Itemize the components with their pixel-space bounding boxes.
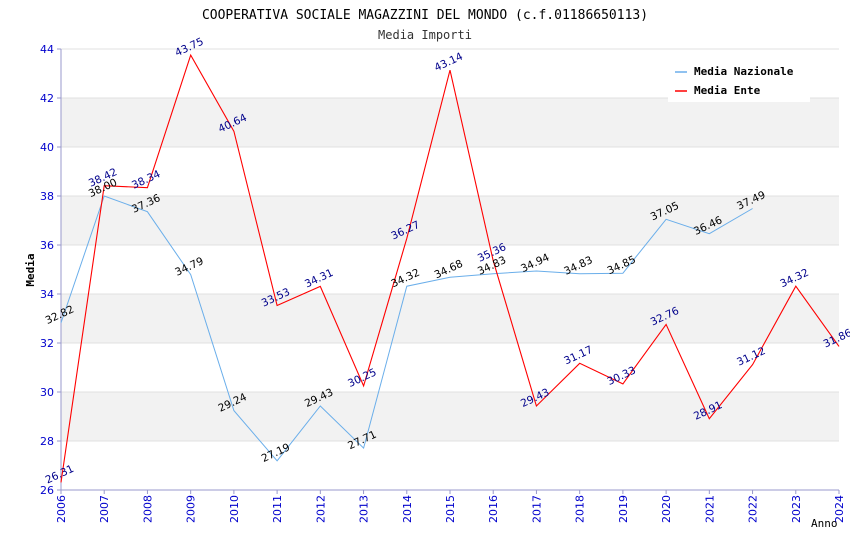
y-tick-label: 34: [40, 288, 54, 301]
tick-labels: 26 28 30 32 34 36 38 40 42 44 2006 2007 2008 2009 2010…: [40, 43, 846, 523]
data-label-media-nazionale: 34.32: [389, 267, 421, 291]
legend-label-media-ente: Media Ente: [694, 84, 761, 97]
data-label-media-ente: 30.25: [346, 366, 378, 390]
data-label-media-nazionale: 27.19: [260, 441, 292, 465]
y-tick-label: 30: [40, 386, 54, 399]
data-label-media-ente: 43.75: [173, 36, 205, 60]
data-label-media-ente: 34.32: [778, 267, 810, 291]
y-tick-label: 26: [40, 484, 54, 497]
x-tick-label: 2021: [703, 495, 716, 523]
x-tick-label: 2006: [55, 495, 68, 523]
y-tick-label: 32: [40, 337, 54, 350]
data-label-media-nazionale: 34.79: [173, 255, 205, 279]
x-tick-label: 2024: [833, 495, 846, 523]
data-label-media-ente: 30.33: [605, 364, 637, 388]
x-tick-label: 2011: [271, 495, 284, 523]
data-label-media-ente: 26.31: [44, 463, 76, 487]
x-tick-label: 2014: [401, 495, 414, 523]
series-lines: [60, 53, 840, 483]
x-tick-label: 2018: [574, 495, 587, 523]
x-axis-label: Anno: [811, 517, 838, 530]
x-tick-label: 2007: [98, 495, 111, 523]
x-tick-label: 2013: [358, 495, 371, 523]
x-tick-label: 2019: [617, 495, 630, 523]
x-tick-label: 2009: [185, 495, 198, 523]
axes: [57, 48, 840, 494]
x-tick-label: 2010: [228, 495, 241, 523]
data-label-media-ente: 31.12: [735, 345, 767, 369]
x-tick-label: 2023: [790, 495, 803, 523]
plot-background: [61, 98, 839, 441]
x-tick-label: 2017: [530, 495, 543, 523]
legend-box: [668, 58, 810, 102]
y-tick-label: 40: [40, 141, 54, 154]
x-tick-label: 2020: [660, 495, 673, 523]
series-line-media-ente: [60, 53, 840, 483]
y-axis-label: Media: [24, 253, 37, 286]
chart-title: COOPERATIVA SOCIALE MAGAZZINI DEL MONDO …: [202, 8, 648, 23]
y-tick-label: 44: [40, 43, 54, 56]
legend: Media Nazionale Media Ente: [668, 58, 810, 102]
legend-label-media-nazionale: Media Nazionale: [694, 65, 794, 78]
x-tick-label: 2012: [314, 495, 327, 523]
chart-subtitle: Media Importi: [378, 28, 472, 42]
plot-band: [61, 294, 839, 343]
series-line-media-nazionale: [60, 195, 753, 462]
plot-band: [61, 196, 839, 245]
y-tick-label: 36: [40, 239, 54, 252]
y-tick-label: 38: [40, 190, 54, 203]
data-label-media-nazionale: 34.83: [562, 254, 594, 278]
x-tick-label: 2008: [141, 495, 154, 523]
plot-band: [61, 392, 839, 441]
y-tick-label: 28: [40, 435, 54, 448]
x-tick-label: 2016: [487, 495, 500, 523]
y-tick-label: 42: [40, 92, 54, 105]
plot-band: [61, 98, 839, 147]
x-tick-label: 2022: [747, 495, 760, 523]
x-tick-label: 2015: [444, 495, 457, 523]
data-label-media-ente: 43.14: [433, 50, 466, 74]
